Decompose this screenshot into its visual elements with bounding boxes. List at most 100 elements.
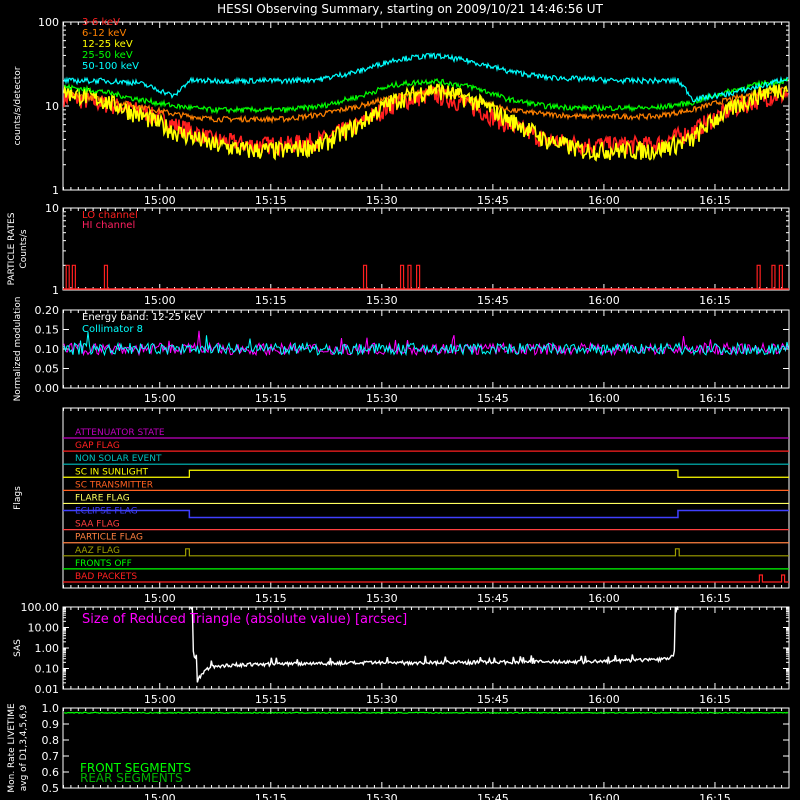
x-tick-label: 16:00 [588, 693, 620, 706]
legend-entry: FRONT SEGMENTS [80, 761, 191, 775]
particle-spike [407, 264, 412, 289]
x-tick-label: 16:15 [699, 194, 731, 207]
sas-series [189, 606, 679, 683]
legend-entry: LO channel [82, 210, 138, 221]
y-tick-label: 0.8 [42, 734, 60, 747]
series-line-3 [63, 77, 789, 115]
legend-entry: Collimator 8 [82, 324, 143, 335]
y-axis-4: 0.01 0.10 1.00 10.00 100.00 [21, 601, 789, 696]
series-line-2 [63, 82, 788, 162]
x-tick-label: 16:15 [699, 392, 731, 405]
y-axis-1: 1 10 [45, 202, 789, 297]
legend-entry: REAR SEGMENTS [80, 771, 183, 785]
flag-label: GAP FLAG [75, 441, 120, 451]
energy-band-label: Energy band: 12-25 keV [82, 312, 203, 323]
flag-label: BAD PACKETS [75, 572, 137, 582]
x-tick-label: 15:15 [255, 392, 287, 405]
y-tick-label: 0.15 [35, 324, 60, 337]
y-tick-label: 1 [52, 284, 59, 297]
particle-spike [399, 264, 405, 289]
x-tick-label: 15:45 [477, 194, 509, 207]
flag-label: ATTENUATOR STATE [75, 428, 165, 438]
modulation-line-1 [63, 332, 789, 357]
x-tick-label: 15:15 [255, 693, 287, 706]
front-segments-line [63, 711, 789, 715]
y-axis-5: 0.5 0.6 0.7 0.8 0.9 1.0 [42, 702, 789, 795]
x-axis-3: 15:00 15:15 15:30 15:45 16:00 16:15 [62, 408, 790, 605]
x-tick-label: 15:00 [144, 592, 176, 605]
particle-spike [65, 264, 70, 289]
x-axis-5: 15:00 15:15 15:30 15:45 16:00 16:15 [62, 708, 790, 800]
particle-series [63, 264, 789, 290]
x-tick-label: 16:15 [699, 693, 731, 706]
flag-label: PARTICLE FLAG [75, 533, 143, 543]
y-axis-title: avg of D1,3,4,5,6,9 [19, 704, 29, 791]
y-tick-label: 100 [38, 16, 59, 29]
x-tick-label: 16:15 [699, 294, 731, 307]
x-tick-label: 16:00 [588, 392, 620, 405]
x-tick-label: 15:00 [144, 392, 176, 405]
x-tick-label: 16:00 [588, 194, 620, 207]
x-tick-label: 16:15 [699, 592, 731, 605]
particle-spike [416, 264, 421, 289]
y-tick-label: 10 [45, 100, 59, 113]
y-axis-0: 1 10 100 [38, 16, 789, 197]
legend-entry: 50-100 keV [82, 61, 139, 72]
y-tick-label: 0.5 [42, 782, 60, 795]
x-tick-label: 15:15 [255, 294, 287, 307]
y-tick-label: 1 [52, 184, 59, 197]
series-line-0 [63, 85, 789, 158]
y-tick-label: 0.01 [35, 683, 60, 696]
x-tick-label: 15:00 [144, 294, 176, 307]
flag-trace [63, 469, 789, 478]
y-tick-label: 0.05 [35, 363, 60, 376]
flag-label: AAZ FLAG [75, 546, 120, 556]
y-tick-label: 0.10 [35, 343, 60, 356]
x-tick-label: 15:15 [255, 792, 287, 800]
y-axis-title: Counts/s [19, 229, 29, 268]
flag-label: FRONTS OFF [75, 559, 132, 569]
flag-label: SC IN SUNLIGHT [75, 467, 149, 477]
y-tick-label: 1.0 [42, 702, 60, 715]
y-tick-label: 1.00 [35, 642, 60, 655]
y-tick-label: 0.20 [35, 304, 60, 317]
count-rate-series [63, 52, 789, 162]
particle-spike [756, 264, 761, 289]
x-tick-label: 15:45 [477, 792, 509, 800]
y-axis-title: Flags [13, 486, 23, 510]
x-axis-2: 15:00 15:15 15:30 15:45 16:00 16:15 [62, 310, 790, 405]
flag-label: SAA FLAG [75, 520, 120, 530]
flag-traces [63, 437, 789, 583]
sas-annotation: Size of Reduced Triangle (absolute value… [82, 612, 407, 627]
particle-spike [771, 264, 776, 289]
x-tick-label: 15:15 [255, 592, 287, 605]
x-tick-label: 15:30 [366, 592, 398, 605]
x-tick-label: 15:30 [366, 194, 398, 207]
y-tick-label: 0.6 [42, 766, 60, 779]
particle-spike [103, 264, 109, 289]
y-tick-label: 0.10 [35, 663, 60, 676]
x-tick-label: 15:30 [366, 294, 398, 307]
particle-spike [778, 264, 783, 289]
x-tick-label: 15:00 [144, 194, 176, 207]
y-tick-label: 10 [45, 202, 59, 215]
modulation-series [63, 330, 789, 357]
x-axis-0: 15:00 15:15 15:30 15:45 16:00 16:15 [62, 22, 790, 207]
x-tick-label: 15:30 [366, 392, 398, 405]
y-tick-label: 100.00 [21, 601, 60, 614]
x-tick-label: 15:45 [477, 294, 509, 307]
x-tick-label: 15:00 [144, 792, 176, 800]
series-line-4 [63, 52, 789, 103]
x-tick-label: 15:45 [477, 392, 509, 405]
flag-label: NON SOLAR EVENT [75, 454, 162, 464]
x-tick-label: 15:45 [477, 592, 509, 605]
sas-line [189, 606, 679, 683]
x-tick-label: 15:15 [255, 194, 287, 207]
x-tick-label: 15:00 [144, 693, 176, 706]
y-axis-title: Mon. Rate LIVETIME [7, 703, 17, 793]
flag-label: SC TRANSMITTER [75, 480, 153, 490]
y-tick-label: 10.00 [28, 622, 60, 635]
y-tick-label: 0.7 [42, 750, 60, 763]
legend-entry: 25-50 keV [82, 50, 133, 61]
